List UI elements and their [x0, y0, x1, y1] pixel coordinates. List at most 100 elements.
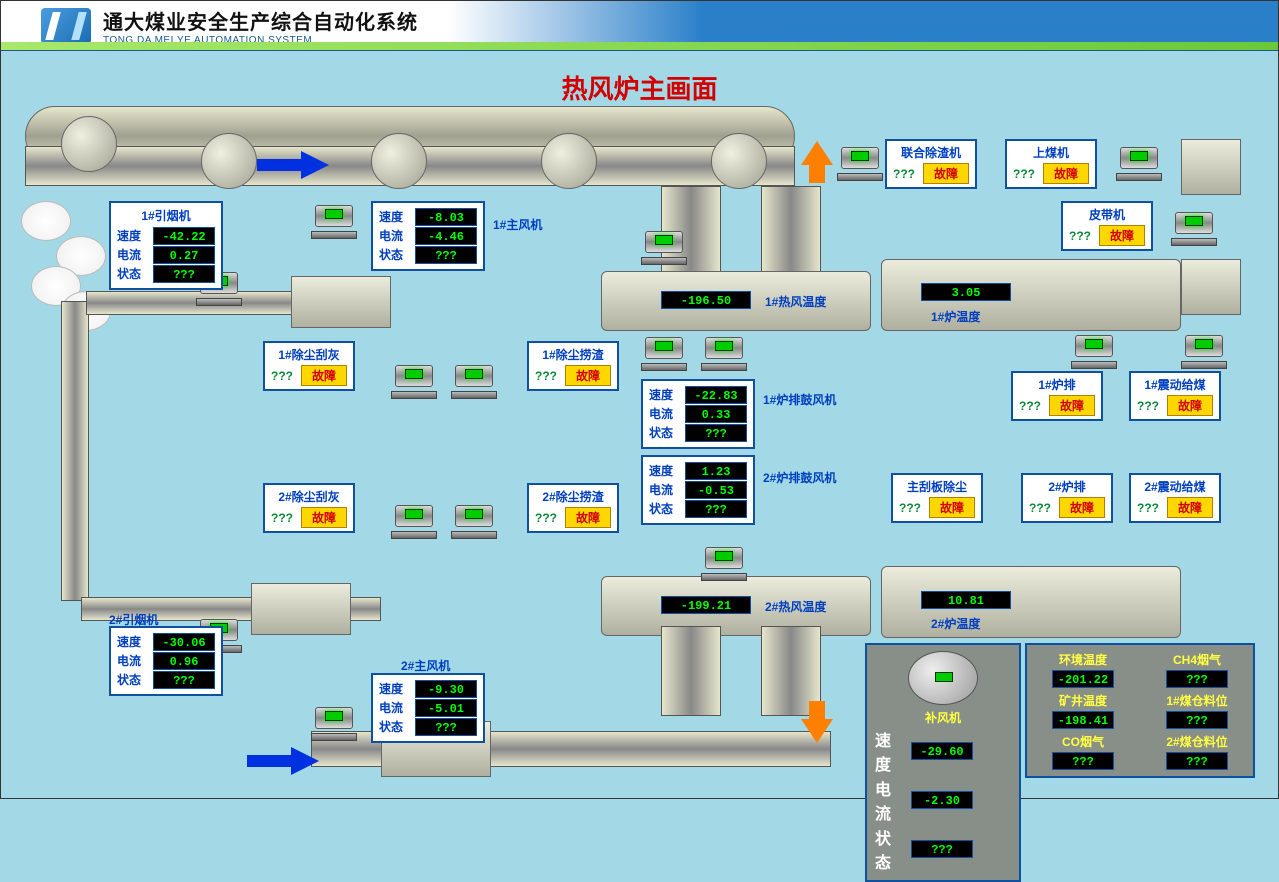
panel-title: 2#除尘捞渣 — [535, 488, 611, 505]
duct-box — [251, 583, 351, 635]
label-speed: 速度 — [649, 462, 679, 480]
panel-vib-feed-1: 1#震动给煤 ???故障 — [1129, 371, 1221, 421]
hopper — [1181, 139, 1241, 195]
motor-icon — [1116, 141, 1162, 181]
value-current: -2.30 — [911, 791, 973, 809]
panel-title-ext: 2#主风机 — [401, 657, 450, 674]
value-hot-temp-1: -196.50 — [661, 291, 751, 309]
label-furnace-temp-2: 2#炉温度 — [931, 615, 980, 632]
value-state: ??? — [153, 671, 215, 689]
panel-title: 2#炉排 — [1029, 478, 1105, 495]
status-unknown: ??? — [535, 369, 557, 383]
fault-button[interactable]: 故障 — [565, 365, 611, 386]
label-current: 电流 — [117, 246, 147, 264]
label-current: 电流 — [117, 652, 147, 670]
panel-title: 2#震动给煤 — [1137, 478, 1213, 495]
motor-icon — [1071, 329, 1117, 369]
motor-icon — [701, 541, 747, 581]
label-current: 电流 — [649, 405, 679, 423]
panel-title: 1#炉排 — [1019, 376, 1095, 393]
label-state: 状态 — [117, 265, 147, 283]
panel-title: 1#引烟机 — [117, 207, 215, 225]
company-logo — [41, 8, 91, 44]
status-unknown: ??? — [1019, 399, 1041, 413]
value-speed: -29.60 — [911, 742, 973, 760]
label-state: 状态 — [117, 671, 147, 689]
value-speed: -30.06 — [153, 633, 215, 651]
panel-vib-feed-2: 2#震动给煤 ???故障 — [1129, 473, 1221, 523]
fault-button[interactable]: 故障 — [565, 507, 611, 528]
page-title: 热风炉主画面 — [1, 69, 1278, 106]
value-state: ??? — [415, 718, 477, 736]
header-title-cn: 通大煤业安全生产综合自动化系统 — [103, 12, 418, 34]
status-unknown: ??? — [893, 167, 915, 181]
panel-title-ext: 1#主风机 — [493, 216, 542, 233]
flow-arrow-icon — [291, 747, 319, 775]
motor-icon — [311, 701, 357, 741]
env-label: 2#煤仓料位 — [1149, 733, 1245, 750]
label-current: 电流 — [379, 699, 409, 717]
panel-title-ext: 2#引烟机 — [109, 611, 158, 628]
fault-button[interactable]: 故障 — [1167, 395, 1213, 416]
fault-button[interactable]: 故障 — [301, 365, 347, 386]
label-speed: 速度 — [379, 680, 409, 698]
env-label: CO烟气 — [1035, 733, 1131, 750]
fault-button[interactable]: 故障 — [923, 163, 969, 184]
panel-dust-scrape-1: 1#除尘刮灰 ???故障 — [263, 341, 355, 391]
value-speed: -22.83 — [685, 386, 747, 404]
label-speed: 速度 — [649, 386, 679, 404]
value-current: -0.53 — [685, 481, 747, 499]
label-furnace-temp-1: 1#炉温度 — [931, 308, 980, 325]
header-title-en: TONG DA MEI YE AUTOMATION SYSTEM — [103, 35, 418, 46]
label-speed: 速度 — [379, 208, 409, 226]
panel-induced-fan-2: 速度-30.06 电流0.96 状态??? — [109, 626, 223, 696]
fault-button[interactable]: 故障 — [301, 507, 347, 528]
app-header: 通大煤业安全生产综合自动化系统 TONG DA MEI YE AUTOMATIO… — [1, 1, 1278, 51]
label-state: 状态 — [649, 500, 679, 518]
fault-button[interactable]: 故障 — [1043, 163, 1089, 184]
motor-icon — [451, 359, 497, 399]
panel-blower-2: 速度1.23 电流-0.53 状态??? — [641, 455, 755, 525]
motor-icon — [837, 141, 883, 181]
value-hot-temp-2: -199.21 — [661, 596, 751, 614]
panel-blower-1: 速度-22.83 电流0.33 状态??? — [641, 379, 755, 449]
motor-icon — [391, 359, 437, 399]
panel-title-ext: 2#炉排鼓风机 — [763, 469, 836, 486]
value-current: 0.96 — [153, 652, 215, 670]
panel-main-fan-1: 速度-8.03 电流-4.46 状态??? — [371, 201, 485, 271]
panel-title: 1#除尘捞渣 — [535, 346, 611, 363]
value-state: ??? — [415, 246, 477, 264]
env-label: CH4烟气 — [1149, 651, 1245, 668]
panel-dust-slag-1: 1#除尘捞渣 ??? 故障 — [527, 341, 619, 391]
panel-induced-fan-1: 1#引烟机 速度-42.22 电流0.27 状态??? — [109, 201, 223, 290]
fault-button[interactable]: 故障 — [929, 497, 975, 518]
tank-bulge — [371, 133, 427, 189]
panel-belt: 皮带机 ???故障 — [1061, 201, 1153, 251]
value-state: ??? — [685, 424, 747, 442]
panel-title: 2#除尘刮灰 — [271, 488, 347, 505]
fault-button[interactable]: 故障 — [1167, 497, 1213, 518]
panel-dust-slag-2: 2#除尘捞渣 ???故障 — [527, 483, 619, 533]
flow-arrow-down-icon — [801, 719, 833, 743]
fault-button[interactable]: 故障 — [1099, 225, 1145, 246]
label-current: 电流 — [649, 481, 679, 499]
fault-button[interactable]: 故障 — [1049, 395, 1095, 416]
fault-button[interactable]: 故障 — [1059, 497, 1105, 518]
header-titles: 通大煤业安全生产综合自动化系统 TONG DA MEI YE AUTOMATIO… — [103, 6, 418, 46]
label-current: 电流 — [875, 776, 905, 824]
panel-dust-scrape-2: 2#除尘刮灰 ???故障 — [263, 483, 355, 533]
panel-joint-slag: 联合除渣机 ???故障 — [885, 139, 977, 189]
status-unknown: ??? — [1137, 399, 1159, 413]
steam-cloud — [21, 201, 71, 241]
value-speed: -9.30 — [415, 680, 477, 698]
value-speed: 1.23 — [685, 462, 747, 480]
value-state: ??? — [153, 265, 215, 283]
tank-bulge — [61, 116, 117, 172]
motor-icon — [1181, 329, 1227, 369]
panel-title: 1#除尘刮灰 — [271, 346, 347, 363]
label-hot-temp-1: 1#热风温度 — [765, 293, 826, 310]
label-state: 状态 — [379, 246, 409, 264]
flow-arrow-icon — [301, 151, 329, 179]
value-current: 0.33 — [685, 405, 747, 423]
env-label: 矿井温度 — [1035, 692, 1131, 709]
